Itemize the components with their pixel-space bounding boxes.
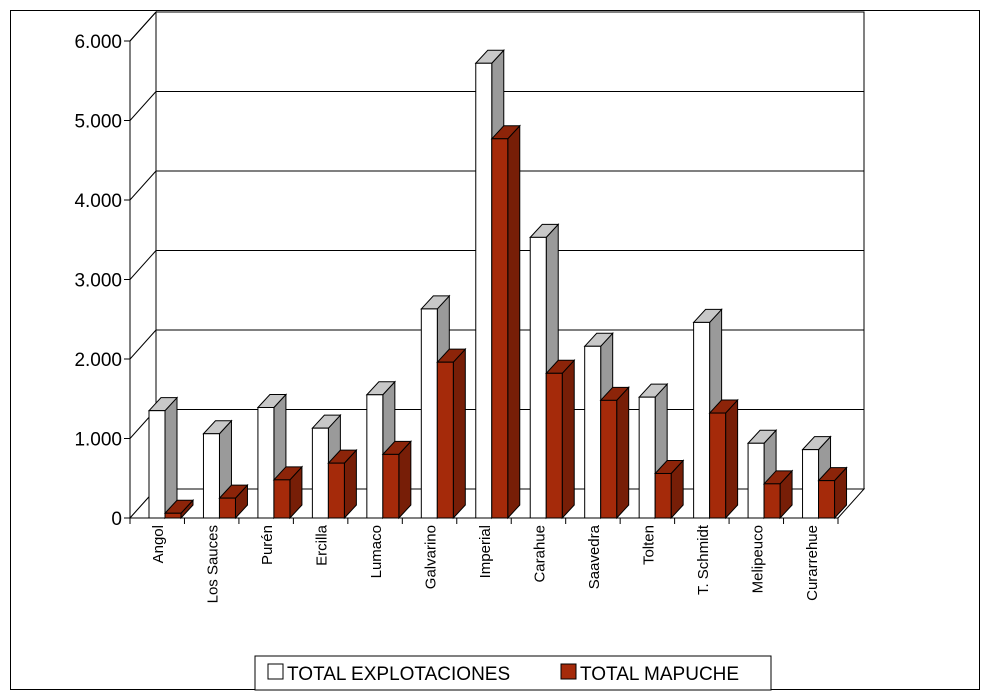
x-tick-label: Angol xyxy=(150,525,167,563)
x-tick-label: Purén xyxy=(259,525,276,565)
bar-1-explotaciones xyxy=(147,396,179,520)
bar-12-mapuche xyxy=(762,469,794,520)
bar-1-mapuche xyxy=(163,498,195,520)
x-axis: Angol Los Sauces Purén Ercilla Lumaco Galvari… xyxy=(129,518,839,603)
legend-swatch-mapuche xyxy=(560,663,577,680)
bars xyxy=(147,48,848,520)
gridline-side xyxy=(129,91,157,121)
x-tick-label: Carahue xyxy=(531,525,548,583)
bar-6-mapuche xyxy=(436,347,467,520)
gridline-side xyxy=(129,329,157,360)
x-tick-label: Imperial xyxy=(477,525,494,578)
bar-11-mapuche xyxy=(708,398,739,520)
x-tick-label: Los Sauces xyxy=(205,525,222,603)
bar-13-mapuche xyxy=(817,466,848,520)
bar-9-mapuche xyxy=(599,386,630,520)
legend-box xyxy=(254,655,772,691)
gridline-side xyxy=(129,250,157,280)
x-tick-label: Saavedra xyxy=(586,524,603,589)
gridline-side xyxy=(129,11,157,42)
x-tick-label: Lumaco xyxy=(368,525,385,578)
bar-7-mapuche xyxy=(490,124,521,520)
y-axis: 0 1.000 2.000 3.000 4.000 5.000 6.000 xyxy=(74,32,130,530)
y-tick-label: 0 xyxy=(111,509,122,530)
legend: TOTAL EXPLOTACIONES TOTAL MAPUCHE xyxy=(254,655,772,691)
legend-label-explotaciones: TOTAL EXPLOTACIONES xyxy=(287,664,510,685)
x-tick-label: Melipeuco xyxy=(749,525,766,593)
bar-8-mapuche xyxy=(545,359,576,520)
x-tick-label: Ercilla xyxy=(314,524,331,565)
y-tick-label: 3.000 xyxy=(74,271,122,292)
legend-label-mapuche: TOTAL MAPUCHE xyxy=(580,664,739,685)
x-tick-label: Galvarino xyxy=(423,525,440,589)
x-tick-label: Curarrehue xyxy=(804,525,821,601)
bar-2-mapuche xyxy=(218,483,249,520)
y-tick-label: 2.000 xyxy=(74,350,122,371)
y-tick-label: 1.000 xyxy=(74,430,122,451)
y-tick-label: 6.000 xyxy=(74,32,122,53)
legend-swatch-explotaciones xyxy=(267,663,284,680)
x-tick-label: T. Schmidt xyxy=(695,524,712,595)
y-tick-label: 5.000 xyxy=(74,112,122,133)
bar-10-mapuche xyxy=(654,459,685,520)
y-tick-label: 4.000 xyxy=(74,191,122,212)
x-tick-label: Tolten xyxy=(640,525,657,565)
bar-3-mapuche xyxy=(272,465,304,520)
bar-4-mapuche xyxy=(327,448,358,520)
bar-5-mapuche xyxy=(381,440,412,520)
gridline-side xyxy=(129,170,157,201)
